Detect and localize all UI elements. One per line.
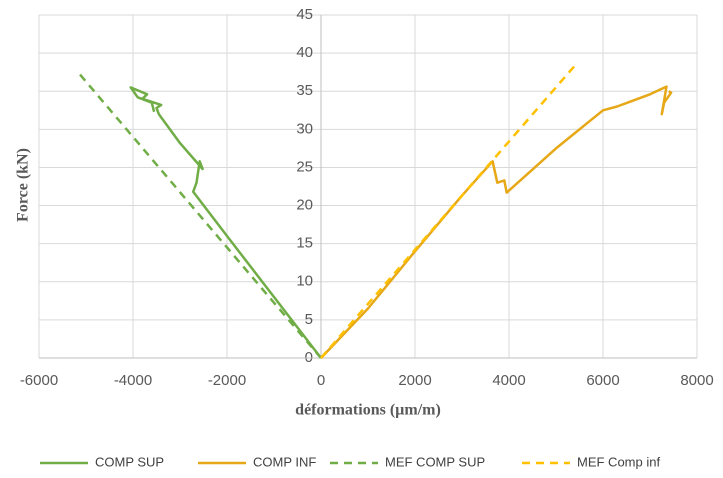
y-tick-label: 25 — [296, 158, 313, 175]
x-tick-label: 4000 — [492, 372, 525, 389]
x-tick-label: -6000 — [20, 372, 58, 389]
legend-label: COMP INF — [253, 454, 316, 469]
y-tick-label: 0 — [305, 349, 313, 366]
x-tick-label: -2000 — [208, 372, 246, 389]
y-tick-label: 5 — [305, 311, 313, 328]
y-tick-label: 20 — [296, 197, 313, 214]
y-tick-label: 45 — [296, 6, 313, 23]
x-tick-label: -4000 — [114, 372, 152, 389]
x-tick-label: 0 — [317, 372, 325, 389]
y-tick-label: 30 — [296, 120, 313, 137]
x-tick-label: 6000 — [586, 372, 619, 389]
x-tick-label: 8000 — [680, 372, 713, 389]
series-line — [320, 85, 673, 359]
legend-label: COMP SUP — [95, 454, 164, 469]
y-tick-label: 10 — [296, 273, 313, 290]
series-line — [77, 71, 322, 359]
y-tick-label: 15 — [296, 235, 313, 252]
y-tick-label: 35 — [296, 82, 313, 99]
legend-label: MEF COMP SUP — [385, 454, 485, 469]
x-axis-title: déformations (µm/m) — [295, 402, 441, 419]
series-line — [129, 86, 322, 359]
y-axis-title: Force (kN) — [15, 148, 32, 222]
y-tick-label: 40 — [296, 44, 313, 61]
x-tick-label: 2000 — [398, 372, 431, 389]
legend-label: MEF Comp inf — [577, 454, 660, 469]
series-line — [320, 62, 579, 359]
